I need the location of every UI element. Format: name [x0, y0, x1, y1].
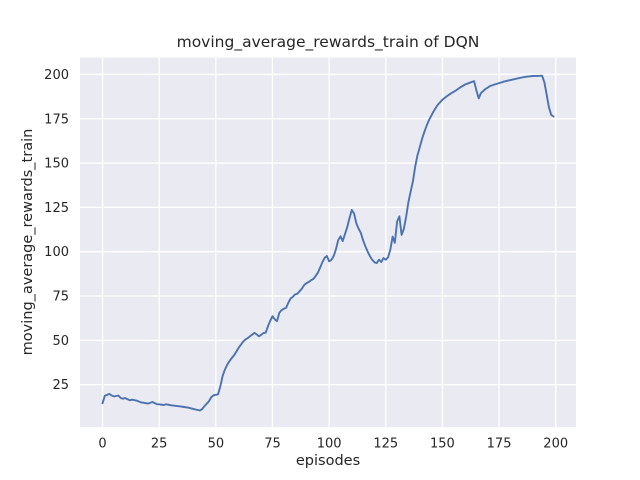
y-tick-label: 75 — [52, 290, 69, 305]
x-tick-label: 100 — [317, 437, 342, 452]
chart-title: moving_average_rewards_train of DQN — [176, 33, 480, 51]
x-tick-label: 0 — [98, 437, 106, 452]
y-axis-label: moving_average_rewards_train — [20, 128, 36, 356]
y-tick-label: 50 — [52, 334, 69, 349]
y-tick-label: 200 — [44, 68, 69, 83]
x-tick-label: 75 — [264, 437, 281, 452]
x-tick-label: 175 — [487, 437, 512, 452]
y-tick-label: 100 — [44, 245, 69, 260]
x-tick-label: 150 — [430, 437, 455, 452]
x-axis-label: episodes — [295, 453, 361, 469]
reward-line — [101, 74, 555, 412]
y-tick-label: 175 — [44, 112, 69, 127]
y-tick-label: 125 — [44, 201, 69, 216]
x-tick-label: 200 — [543, 437, 568, 452]
y-tick-label: 150 — [44, 157, 69, 172]
x-tick-label: 25 — [151, 437, 168, 452]
x-tick-label: 50 — [208, 437, 225, 452]
x-tick-label: 125 — [373, 437, 398, 452]
plot-background — [80, 57, 576, 428]
y-tick-label: 25 — [52, 378, 69, 393]
